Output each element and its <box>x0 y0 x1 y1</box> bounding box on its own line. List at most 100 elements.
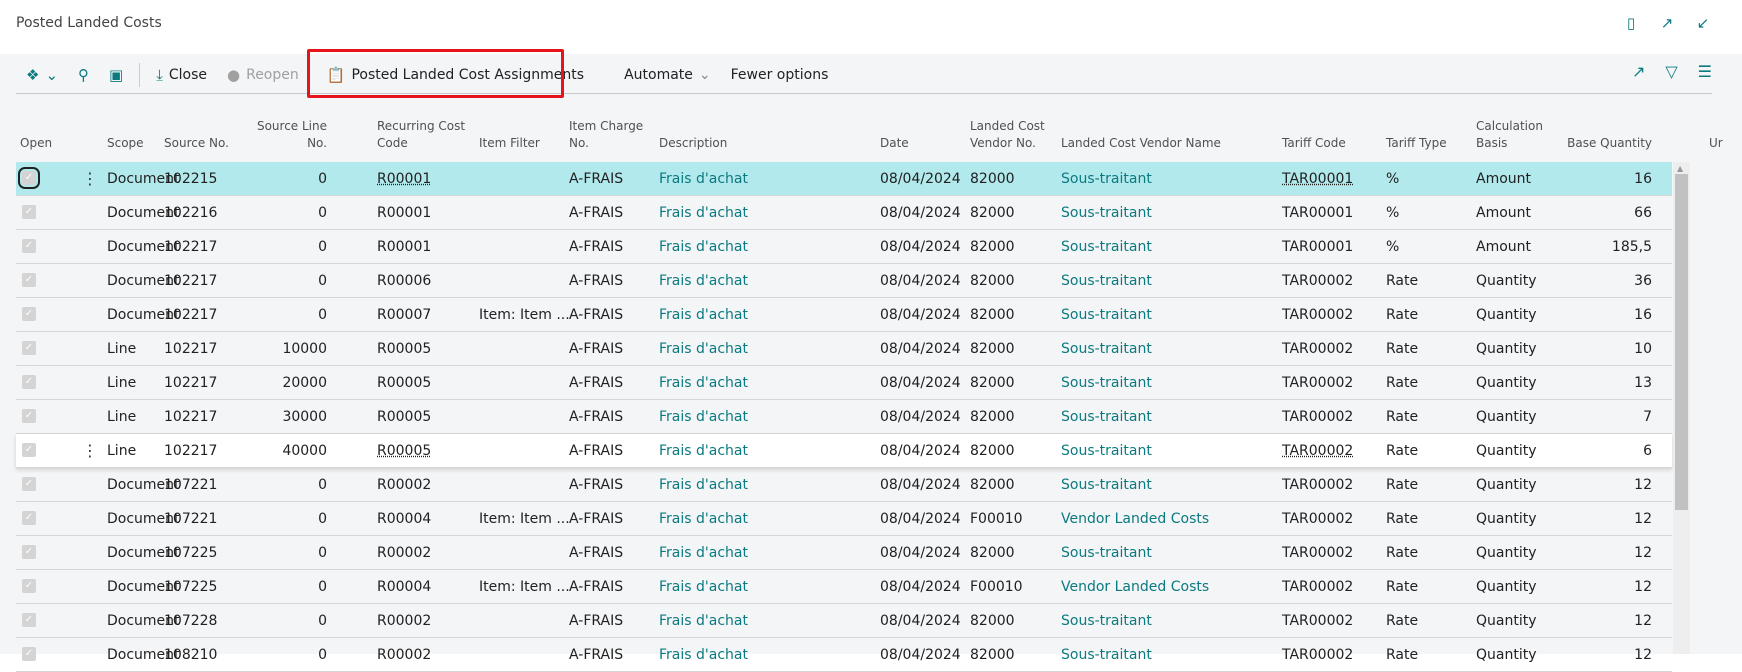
fewer-options-button[interactable]: Fewer options <box>730 66 829 83</box>
column-header[interactable]: Landed Cost Vendor Name <box>1061 136 1221 150</box>
cell-desc[interactable]: Frais d'achat <box>659 171 748 187</box>
open-checkbox[interactable]: ✓ <box>22 545 36 559</box>
copilot-button[interactable]: ❖ ⌄ <box>16 60 68 90</box>
cell-desc[interactable]: Frais d'achat <box>659 443 748 459</box>
column-header[interactable]: Base Quantity <box>1567 136 1652 150</box>
open-new-window-icon[interactable]: ↗ <box>1660 14 1674 32</box>
cell-desc[interactable]: Frais d'achat <box>659 205 748 221</box>
column-header[interactable]: Ur <box>1709 136 1723 150</box>
open-checkbox[interactable]: ✓ <box>22 579 36 593</box>
column-header[interactable]: Tariff Code <box>1282 136 1346 150</box>
cell-desc[interactable]: Frais d'achat <box>659 307 748 323</box>
cell-vname[interactable]: Sous-traitant <box>1061 205 1152 221</box>
cell-desc[interactable]: Frais d'achat <box>659 579 748 595</box>
automate-button[interactable]: Automate ⌄ <box>614 60 721 90</box>
column-header[interactable]: Landed Cost Vendor No. <box>970 119 1045 150</box>
scrollbar-thumb[interactable] <box>1675 174 1688 510</box>
table-row[interactable]: ✓ ⋮ Document 102215 0 R00001 A-FRAIS Frais d'ac… <box>16 162 1672 196</box>
table-row[interactable]: ✓ Document 107225 0 R00002 A-FRAIS Frais d'ach… <box>16 536 1672 570</box>
column-header[interactable]: Calculation Basis <box>1476 119 1543 150</box>
edit-list-button[interactable]: ▣ <box>99 60 133 90</box>
table-row[interactable]: ✓ Document 108210 0 R00002 A-FRAIS Frais d'ach… <box>16 638 1672 672</box>
open-checkbox[interactable]: ✓ <box>22 239 36 253</box>
open-checkbox[interactable]: ✓ <box>22 375 36 389</box>
filter-icon[interactable]: ▽ <box>1665 62 1678 81</box>
open-checkbox[interactable]: ✓ <box>22 443 36 457</box>
list-view-icon[interactable]: ☰ <box>1697 62 1712 81</box>
scroll-up-icon[interactable]: ▲ <box>1677 164 1684 173</box>
open-checkbox[interactable]: ✓ <box>22 273 36 287</box>
table-row[interactable]: ✓ Document 107221 0 R00004 Item: Item ... A-FR… <box>16 502 1672 536</box>
posted-landed-cost-assignments-button[interactable]: 📋 Posted Landed Cost Assignments <box>317 60 594 90</box>
table-row[interactable]: ✓ Document 102216 0 R00001 A-FRAIS Frais d'ach… <box>16 196 1672 230</box>
search-button[interactable]: ⚲ <box>68 60 99 90</box>
cell-vname[interactable]: Sous-traitant <box>1061 545 1152 561</box>
column-header[interactable]: Source No. <box>164 136 229 150</box>
cell-vname[interactable]: Vendor Landed Costs <box>1061 579 1210 595</box>
cell-desc[interactable]: Frais d'achat <box>659 375 748 391</box>
cell-desc[interactable]: Frais d'achat <box>659 477 748 493</box>
table-row[interactable]: ✓ ⋮ Line 102217 40000 R00005 A-FRAIS Frais d'ac… <box>16 434 1672 468</box>
cell-tariff: TAR00002 <box>1282 579 1354 595</box>
table-row[interactable]: ✓ Document 102217 0 R00001 A-FRAIS Frais d'ach… <box>16 230 1672 264</box>
vertical-scrollbar[interactable]: ▲ <box>1673 162 1690 654</box>
table-row[interactable]: ✓ Line 102217 20000 R00005 A-FRAIS Frais d'ach… <box>16 366 1672 400</box>
column-header[interactable]: Item Filter <box>479 136 540 150</box>
table-row[interactable]: ✓ Line 102217 30000 R00005 A-FRAIS Frais d'ach… <box>16 400 1672 434</box>
cell-desc[interactable]: Frais d'achat <box>659 511 748 527</box>
row-menu-icon[interactable]: ⋮ <box>82 441 98 460</box>
cell-vname[interactable]: Sous-traitant <box>1061 307 1152 323</box>
share-icon[interactable]: ↗ <box>1631 62 1646 81</box>
cell-desc[interactable]: Frais d'achat <box>659 239 748 255</box>
bookmark-icon[interactable]: ▯ <box>1626 14 1636 32</box>
cell-vname[interactable]: Sous-traitant <box>1061 443 1152 459</box>
reopen-button[interactable]: ● Reopen <box>217 60 309 90</box>
open-checkbox[interactable]: ✓ <box>22 409 36 423</box>
cell-vname[interactable]: Sous-traitant <box>1061 239 1152 255</box>
cell-vname[interactable]: Sous-traitant <box>1061 341 1152 357</box>
table-row[interactable]: ✓ Document 107225 0 R00004 Item: Item ... A-FR… <box>16 570 1672 604</box>
cell-src: 102217 <box>164 443 218 459</box>
cell-vname[interactable]: Sous-traitant <box>1061 613 1152 629</box>
cell-desc[interactable]: Frais d'achat <box>659 273 748 289</box>
cell-desc[interactable]: Frais d'achat <box>659 409 748 425</box>
column-header[interactable]: Date <box>880 136 909 150</box>
column-header[interactable]: Tariff Type <box>1386 136 1447 150</box>
table-row[interactable]: ✓ Document 107221 0 R00002 A-FRAIS Frais d'ach… <box>16 468 1672 502</box>
cell-vname[interactable]: Sous-traitant <box>1061 477 1152 493</box>
cell-vname[interactable]: Vendor Landed Costs <box>1061 511 1210 527</box>
cell-vname[interactable]: Sous-traitant <box>1061 647 1152 663</box>
column-header[interactable]: Open <box>20 136 53 150</box>
column-header[interactable]: Source Line No. <box>256 119 327 150</box>
cell-desc[interactable]: Frais d'achat <box>659 545 748 561</box>
open-checkbox[interactable]: ✓ <box>22 613 36 627</box>
column-header[interactable]: Recurring Cost Code <box>377 119 466 150</box>
cell-line: 20000 <box>282 375 327 391</box>
open-checkbox[interactable]: ✓ <box>22 477 36 491</box>
open-checkbox[interactable]: ✓ <box>18 167 40 189</box>
open-checkbox[interactable]: ✓ <box>22 511 36 525</box>
column-header[interactable]: Item Charge No. <box>569 119 644 150</box>
cell-vname[interactable]: Sous-traitant <box>1061 171 1152 187</box>
cell-vno: F00010 <box>970 579 1023 595</box>
row-menu-icon[interactable]: ⋮ <box>82 169 98 188</box>
table-row[interactable]: ✓ Document 102217 0 R00007 Item: Item ... A-FR… <box>16 298 1672 332</box>
table-row[interactable]: ✓ Document 107228 0 R00002 A-FRAIS Frais d'ach… <box>16 604 1672 638</box>
cell-desc[interactable]: Frais d'achat <box>659 613 748 629</box>
column-header[interactable]: Description <box>659 136 728 150</box>
cell-desc[interactable]: Frais d'achat <box>659 341 748 357</box>
collapse-icon[interactable]: ↙ <box>1696 14 1710 32</box>
table-row[interactable]: ✓ Line 102217 10000 R00005 A-FRAIS Frais d'ach… <box>16 332 1672 366</box>
column-header[interactable]: Scope <box>107 136 144 150</box>
close-button[interactable]: ⤓ Close <box>146 60 217 90</box>
open-checkbox[interactable]: ✓ <box>22 307 36 321</box>
cell-date: 08/04/2024 <box>880 239 961 255</box>
cell-vname[interactable]: Sous-traitant <box>1061 273 1152 289</box>
cell-desc[interactable]: Frais d'achat <box>659 647 748 663</box>
open-checkbox[interactable]: ✓ <box>22 205 36 219</box>
table-row[interactable]: ✓ Document 102217 0 R00006 A-FRAIS Frais d'ach… <box>16 264 1672 298</box>
cell-vname[interactable]: Sous-traitant <box>1061 375 1152 391</box>
open-checkbox[interactable]: ✓ <box>22 341 36 355</box>
cell-vname[interactable]: Sous-traitant <box>1061 409 1152 425</box>
open-checkbox[interactable]: ✓ <box>22 647 36 661</box>
